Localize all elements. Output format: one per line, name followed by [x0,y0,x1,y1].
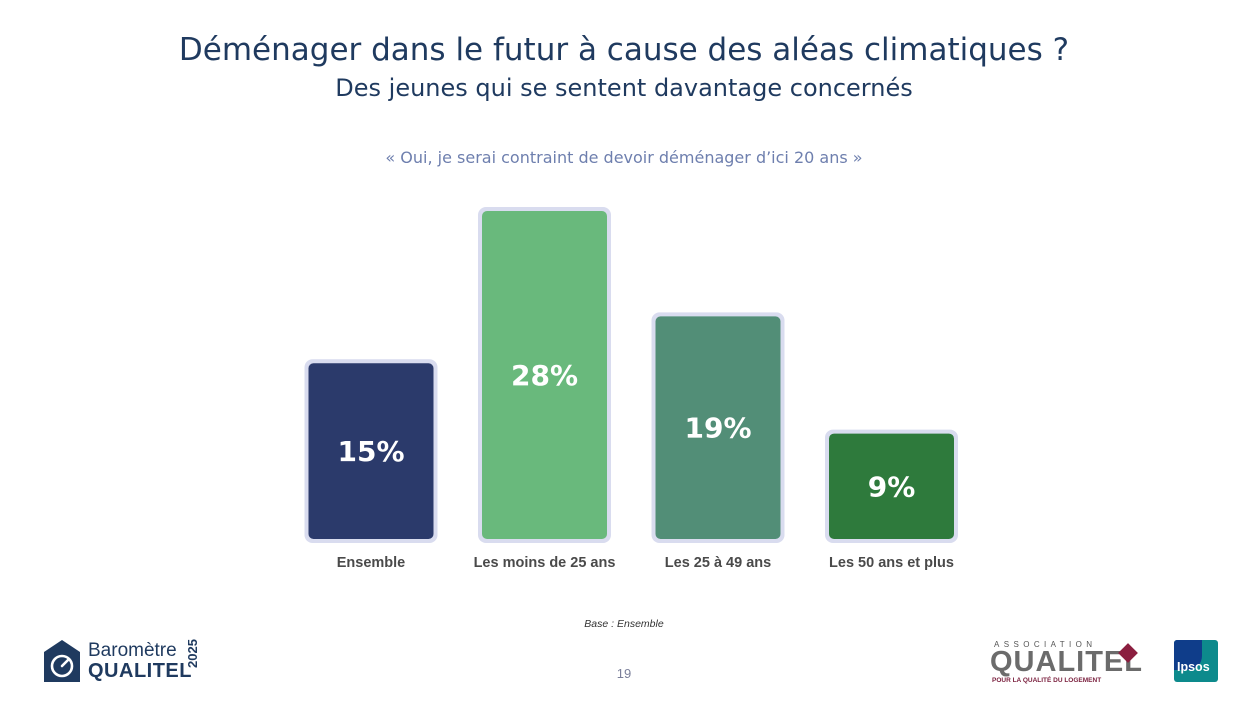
chart-title: « Oui, je serai contraint de devoir démé… [385,148,863,167]
page-number: 19 [616,666,632,681]
bar-value-label: 19% [684,412,751,445]
bar-2 [482,211,607,539]
barometre-qualitel-label: QUALITEL [88,660,192,682]
ipsos-shape-icon [1174,640,1202,670]
barometre-year: 2025 [185,639,200,668]
category-label: Les 25 à 49 ans [665,555,771,571]
bar-1 [308,363,434,539]
qualitel-tagline: POUR LA QUALITÉ DU LOGEMENT [992,677,1102,684]
bar-4 [829,433,954,539]
house-gauge-icon [44,640,80,682]
bar-3 [655,316,781,539]
bar-chart: 15% Ensemble 28% Les moins de 25 ans 19% Les … [304,207,958,571]
barometre-label: Baromètre [88,640,177,661]
bar-value-label: 15% [337,435,404,468]
ipsos-label: Ipsos [1177,660,1210,674]
association-qualitel-logo: ASSOCIATION QUALITEL POUR LA QUALITÉ DU … [988,640,1148,688]
base-note: Base : Ensemble [584,618,664,630]
page-title: Déménager dans le futur à cause des aléa… [178,32,1070,68]
qualitel-association-label: ASSOCIATION [994,640,1097,649]
bar-value-label: 9% [868,470,916,503]
category-label: Les 50 ans et plus [829,555,954,571]
bar-value-label: 28% [511,359,578,392]
category-label: Les moins de 25 ans [474,555,616,571]
qualitel-name: QUALITEL [990,646,1143,678]
ipsos-logo: Ipsos [1174,640,1218,682]
page-subtitle: Des jeunes qui se sentent davantage conc… [335,74,913,102]
barometre-qualitel-logo: Baromètre QUALITEL 2025 [42,638,200,686]
category-label: Ensemble [337,555,406,571]
